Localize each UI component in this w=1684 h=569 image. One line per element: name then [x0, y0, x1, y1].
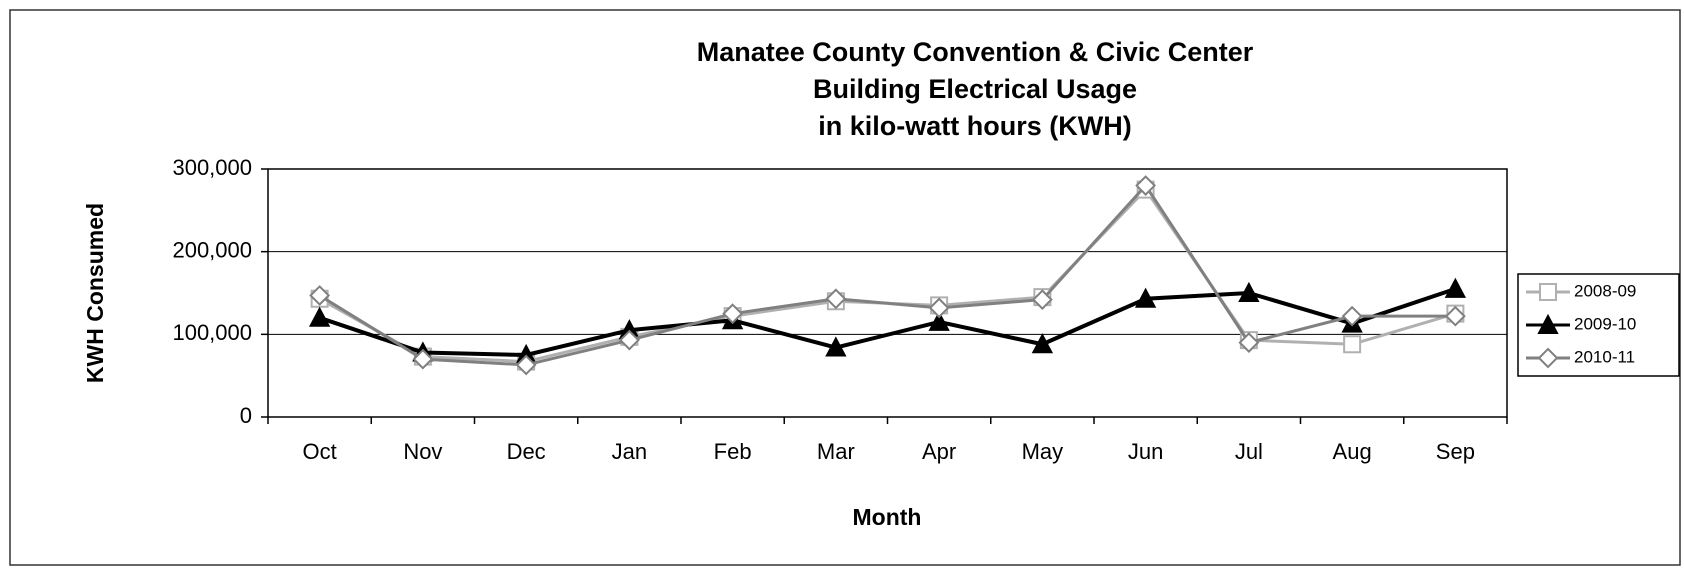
y-tick-label: 0 [240, 403, 252, 428]
chart-frame [9, 9, 1681, 566]
chart-title: Manatee County Convention & Civic Center [697, 37, 1254, 67]
x-tick-label: Dec [507, 439, 546, 464]
marker [1539, 283, 1557, 301]
x-tick-label: Aug [1333, 439, 1372, 464]
y-tick-label: 300,000 [172, 155, 252, 180]
marker [1341, 305, 1363, 327]
legend-label: 2010-11 [1574, 347, 1635, 366]
marker [1238, 281, 1260, 302]
y-axis-title: KWH Consumed [82, 203, 108, 383]
x-tick-label: Nov [403, 439, 442, 464]
marker [1537, 313, 1559, 334]
marker [412, 348, 434, 370]
marker [1238, 332, 1260, 354]
x-tick-label: Apr [922, 439, 956, 464]
marker [928, 297, 950, 319]
marker [1537, 347, 1559, 369]
x-tick-label: Mar [817, 439, 855, 464]
legend-label: 2008-09 [1574, 281, 1636, 300]
marker [618, 329, 640, 351]
x-tick-label: Sep [1436, 439, 1475, 464]
series-line [318, 183, 1456, 367]
marker [1444, 305, 1466, 327]
marker [1135, 175, 1157, 196]
marker [825, 288, 847, 310]
marker [1444, 277, 1467, 298]
marker [1031, 333, 1054, 354]
y-tick-label: 100,000 [172, 320, 252, 345]
x-tick-label: Oct [303, 439, 337, 464]
chart-title: Building Electrical Usage [813, 74, 1137, 104]
x-tick-label: May [1022, 439, 1064, 464]
legend-label: 2009-10 [1574, 314, 1636, 333]
series-line [318, 286, 1457, 358]
marker [825, 336, 847, 357]
x-axis-title: Month [853, 504, 922, 530]
marker [1134, 287, 1157, 308]
marker [1031, 289, 1053, 311]
marker [1343, 335, 1362, 354]
y-tick-label: 200,000 [172, 237, 252, 262]
x-tick-label: Jan [612, 439, 647, 464]
marker [309, 285, 331, 306]
marker [928, 310, 950, 331]
x-tick-label: Feb [714, 439, 752, 464]
chart-title: in kilo-watt hours (KWH) [818, 111, 1131, 141]
x-tick-label: Jul [1235, 439, 1263, 464]
marker [515, 354, 537, 376]
x-tick-label: Jun [1128, 439, 1163, 464]
plot-border [267, 168, 1508, 418]
marker [308, 306, 331, 327]
marker [722, 303, 744, 325]
